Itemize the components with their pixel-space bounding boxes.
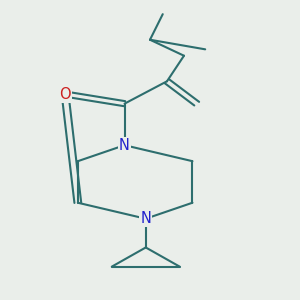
Text: O: O bbox=[59, 87, 71, 102]
Text: O: O bbox=[59, 87, 71, 102]
Text: N: N bbox=[140, 211, 151, 226]
Text: N: N bbox=[119, 138, 130, 153]
